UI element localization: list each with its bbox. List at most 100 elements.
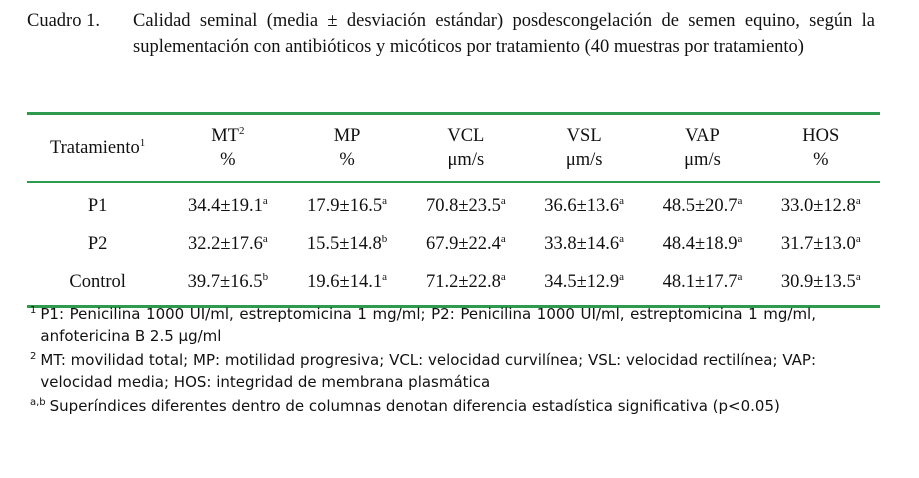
cell-value: 48.5±20.7	[662, 195, 738, 216]
cell-value: 32.2±17.6	[187, 233, 263, 254]
header-label: HOS	[802, 126, 840, 146]
caption: Cuadro 1. Calidad seminal (media ± desvi…	[27, 8, 875, 60]
cell-value: 67.9±22.4	[425, 233, 501, 254]
value-cell: 33.0±12.8a	[762, 182, 880, 225]
value-cell: 31.7±13.0a	[762, 225, 880, 263]
cell-superscript: a	[382, 270, 387, 283]
table-row: P2 32.2±17.6a 15.5±14.8b 67.9±22.4a 33.8±14.…	[27, 225, 880, 263]
cell-superscript: a	[382, 194, 387, 207]
header-cell: HOS%	[762, 114, 880, 183]
footnote-mark: 2	[30, 351, 37, 362]
footnote-mark: 1	[30, 305, 37, 316]
cell-superscript: b	[262, 270, 269, 283]
value-cell: 34.5±12.9a	[525, 263, 643, 307]
header-unit: %	[339, 150, 355, 170]
cell-superscript: a	[500, 194, 506, 207]
cell-superscript: a	[262, 232, 268, 245]
header-label: MP	[333, 126, 361, 146]
caption-label: Cuadro 1.	[27, 11, 100, 31]
value-cell: 48.5±20.7a	[643, 182, 761, 225]
header-label: VCL	[447, 126, 485, 146]
footnotes: 1 P1: Penicilina 1000 UI/ml, estreptomici…	[30, 304, 816, 421]
value-cell: 32.2±17.6a	[168, 225, 287, 263]
footnote: a,b Superíndices diferentes dentro de col…	[30, 396, 816, 418]
treatment-cell: Control	[69, 271, 126, 292]
header-unit: %	[220, 150, 236, 170]
cell-superscript: a	[619, 270, 625, 283]
cell-superscript: a	[855, 270, 861, 283]
header-cell: VAP μm/s	[643, 114, 761, 183]
cell-value: 33.0±12.8	[780, 195, 856, 216]
cell-value: 34.5±12.9	[544, 271, 620, 292]
header-cell: VSL μm/s	[525, 114, 643, 183]
cell-superscript: a	[737, 194, 743, 207]
header-cell: MT2%	[168, 114, 287, 183]
treatment-cell: P2	[87, 233, 108, 254]
cell-superscript: a	[737, 232, 743, 245]
header-label: VSL	[566, 126, 602, 146]
footnote: 2 MT: movilidad total; MP: motilidad prog…	[30, 350, 816, 393]
header-label: Tratamiento	[49, 138, 140, 158]
value-cell: 48.1±17.7a	[643, 263, 761, 307]
header-unit: μm/s	[684, 150, 721, 170]
header-label: VAP	[685, 126, 720, 146]
cell-value: 31.7±13.0	[780, 233, 856, 254]
footnote-text: Superíndices diferentes dentro de column…	[49, 397, 780, 415]
cell-value: 36.6±13.6	[544, 195, 620, 216]
header-cell: MP%	[287, 114, 406, 183]
table-body: P1 34.4±19.1a 17.9±16.5a 70.8±23.5a 36.6±13.…	[27, 182, 880, 307]
header-row: Tratamiento1 MT2% MP% VCL μm/s VSL μm/s VAP μm/s…	[27, 113, 880, 183]
value-cell: 36.6±13.6a	[525, 182, 643, 225]
cell-value: 19.6±14.1	[307, 271, 383, 292]
cell-superscript: a	[500, 270, 506, 283]
cell-superscript: a	[262, 194, 268, 207]
caption-text: Calidad seminal (media ± desviación está…	[133, 11, 875, 57]
cell-value: 30.9±13.5	[780, 271, 856, 292]
cell-value: 48.1±17.7	[662, 271, 738, 292]
table-header: Tratamiento1 MT2% MP% VCL μm/s VSL μm/s VAP μm/s…	[27, 113, 880, 183]
cell-superscript: a	[619, 232, 625, 245]
table-row: P1 34.4±19.1a 17.9±16.5a 70.8±23.5a 36.6±13.…	[27, 182, 880, 225]
cell-value: 71.2±22.8	[425, 271, 501, 292]
cell-value: 34.4±19.1	[187, 195, 263, 216]
value-cell: 48.4±18.9a	[643, 225, 761, 263]
table-row: Control 39.7±16.5b 19.6±14.1a 71.2±22.8a 34.…	[27, 263, 880, 307]
value-cell: 67.9±22.4a	[407, 225, 525, 263]
value-cell: 19.6±14.1a	[287, 263, 406, 307]
cell-value: 48.4±18.9	[662, 233, 738, 254]
cell-superscript: a	[855, 194, 861, 207]
cell-value: 33.8±14.6	[544, 233, 620, 254]
cell-value: 39.7±16.5	[187, 271, 263, 292]
value-cell: 33.8±14.6a	[525, 225, 643, 263]
value-cell: 34.4±19.1a	[168, 182, 287, 225]
header-cell: Tratamiento1	[27, 114, 168, 183]
value-cell: 39.7±16.5b	[168, 263, 287, 307]
footnote: 1 P1: Penicilina 1000 UI/ml, estreptomici…	[30, 304, 816, 347]
cell-superscript: a	[619, 194, 625, 207]
cell-superscript: a	[500, 232, 506, 245]
table: Tratamiento1 MT2% MP% VCL μm/s VSL μm/s VAP μm/s…	[27, 112, 880, 308]
header-label: MT	[211, 126, 239, 146]
header-unit: μm/s	[447, 150, 485, 170]
cell-superscript: a	[855, 232, 861, 245]
cell-value: 70.8±23.5	[425, 195, 501, 216]
cell-superscript: b	[381, 232, 388, 245]
header-superscript: 2	[238, 125, 245, 137]
header-unit: %	[813, 150, 829, 170]
value-cell: 70.8±23.5a	[407, 182, 525, 225]
footnote-text: MT: movilidad total; MP: motilidad progr…	[40, 351, 816, 391]
header-cell: VCL μm/s	[407, 114, 525, 183]
value-cell: 71.2±22.8a	[407, 263, 525, 307]
footnote-mark: a,b	[30, 397, 46, 408]
header-unit: μm/s	[565, 150, 603, 170]
cell-superscript: a	[737, 270, 743, 283]
value-cell: 15.5±14.8b	[287, 225, 406, 263]
footnote-text: P1: Penicilina 1000 UI/ml, estreptomicin…	[40, 305, 816, 345]
cell-value: 17.9±16.5	[307, 195, 383, 216]
value-cell: 30.9±13.5a	[762, 263, 880, 307]
header-superscript: 1	[139, 137, 146, 149]
treatment-cell: P1	[87, 195, 108, 216]
value-cell: 17.9±16.5a	[287, 182, 406, 225]
cell-value: 15.5±14.8	[306, 233, 382, 254]
